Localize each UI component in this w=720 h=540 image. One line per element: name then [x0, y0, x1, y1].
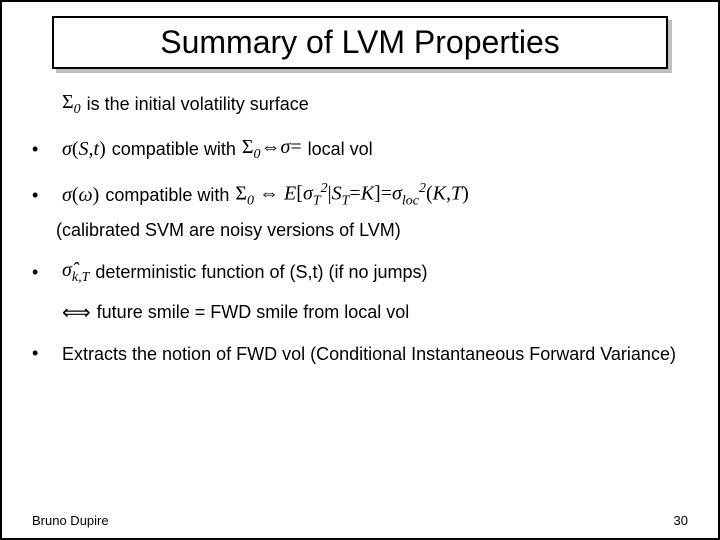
- b3-subtext: future smile = FWD smile from local vol: [97, 302, 410, 323]
- slide-frame: Summary of LVM Properties Σ0 is the init…: [0, 0, 720, 540]
- b4-text: Extracts the notion of FWD vol (Conditio…: [62, 343, 676, 366]
- iff-symbol: ⟺: [62, 300, 91, 325]
- slide-title: Summary of LVM Properties: [74, 24, 646, 61]
- b1-text1: compatible with: [112, 139, 236, 160]
- bullet-4: • Extracts the notion of FWD vol (Condit…: [32, 343, 688, 366]
- bullet-3: • σ̂k,T deterministic function of (S,t) …: [32, 259, 688, 286]
- bullet-2-sub: (calibrated SVM are noisy versions of LV…: [56, 220, 688, 241]
- footer-author: Bruno Dupire: [32, 513, 109, 528]
- b2-subtext: (calibrated SVM are noisy versions of LV…: [56, 220, 401, 241]
- sigma-st: σ(S,t): [62, 138, 106, 161]
- b2-math2: Σ0 ⇔ E[σT2|ST=K]=σloc2(K,T): [235, 181, 468, 210]
- bullet-2: • σ(ω) compatible with Σ0 ⇔ E[σT2|ST=K]=…: [32, 181, 688, 210]
- b1-text2: local vol: [308, 139, 373, 160]
- title-box: Summary of LVM Properties: [52, 16, 668, 69]
- bullet-3-sub: ⟺ future smile = FWD smile from local vo…: [32, 300, 688, 325]
- bullet-dot: •: [32, 139, 56, 160]
- b3-text: deterministic function of (S,t) (if no j…: [95, 262, 427, 283]
- sigma0-symbol: Σ0: [62, 91, 81, 118]
- footer: Bruno Dupire 30: [32, 513, 688, 528]
- b1-math2: Σ0⇔σ=: [242, 136, 302, 163]
- intro-line: Σ0 is the initial volatility surface: [32, 91, 688, 118]
- intro-text: is the initial volatility surface: [87, 94, 309, 115]
- bullet-dot: •: [32, 185, 56, 206]
- sigma-hat: σ̂k,T: [62, 259, 89, 286]
- b2-text1: compatible with: [105, 185, 229, 206]
- sigma-omega: σ(ω): [62, 184, 99, 207]
- bullet-dot: •: [32, 262, 56, 283]
- bullet-dot: •: [32, 343, 56, 364]
- bullet-1: • σ(S,t) compatible with Σ0⇔σ= local vol: [32, 136, 688, 163]
- footer-page: 30: [674, 513, 688, 528]
